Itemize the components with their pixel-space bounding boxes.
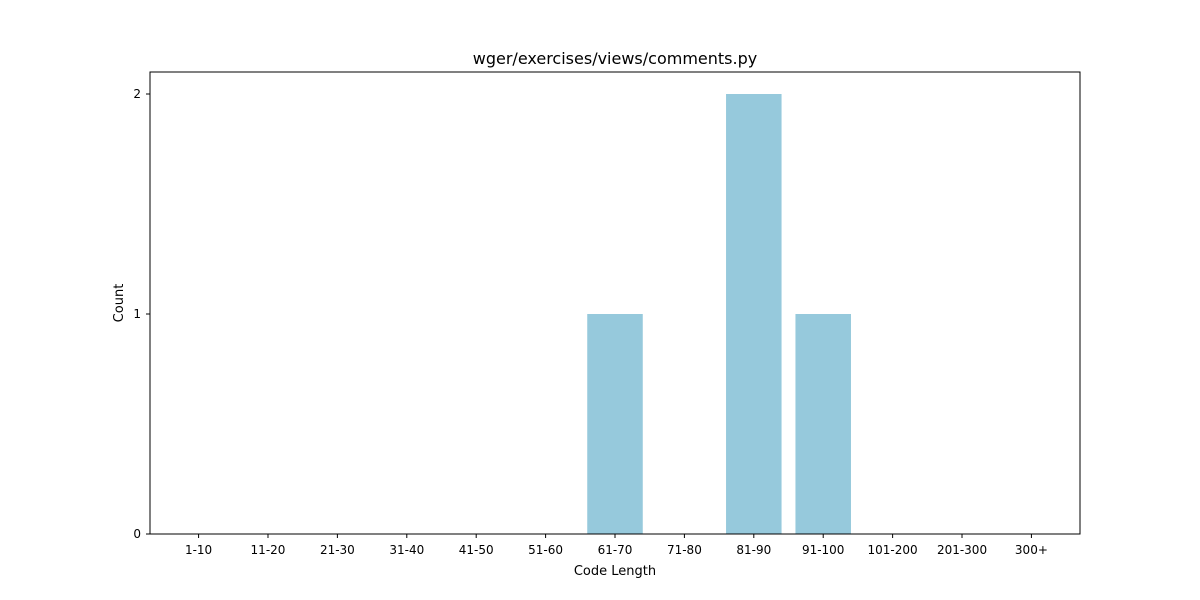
x-tick-label: 31-40	[389, 543, 424, 557]
x-axis-label: Code Length	[574, 564, 656, 579]
x-tick-label: 51-60	[528, 543, 563, 557]
x-tick-label: 11-20	[251, 543, 286, 557]
x-tick-label: 1-10	[185, 543, 212, 557]
bar-91-100	[795, 314, 851, 534]
x-tick-label: 61-70	[598, 543, 633, 557]
plot-area	[587, 94, 851, 534]
x-tick-label: 41-50	[459, 543, 494, 557]
x-tick-label: 21-30	[320, 543, 355, 557]
y-axis: 0 1 2	[133, 87, 150, 541]
y-tick-label: 0	[133, 527, 141, 541]
y-axis-label: Count	[112, 284, 127, 323]
y-tick-label: 1	[133, 307, 141, 321]
y-tick-label: 2	[133, 87, 141, 101]
x-tick-label: 91-100	[802, 543, 845, 557]
x-axis: 1-10 11-20 21-30 31-40 41-50 51-60 61-70 71-80 8…	[185, 534, 1048, 557]
bar-81-90	[726, 94, 782, 534]
x-tick-label: 201-300	[937, 543, 987, 557]
x-tick-label: 71-80	[667, 543, 702, 557]
x-tick-label: 81-90	[736, 543, 771, 557]
chart-title: wger/exercises/views/comments.py	[473, 49, 757, 68]
x-tick-label: 300+	[1015, 543, 1048, 557]
x-tick-label: 101-200	[868, 543, 918, 557]
bar-61-70	[587, 314, 643, 534]
